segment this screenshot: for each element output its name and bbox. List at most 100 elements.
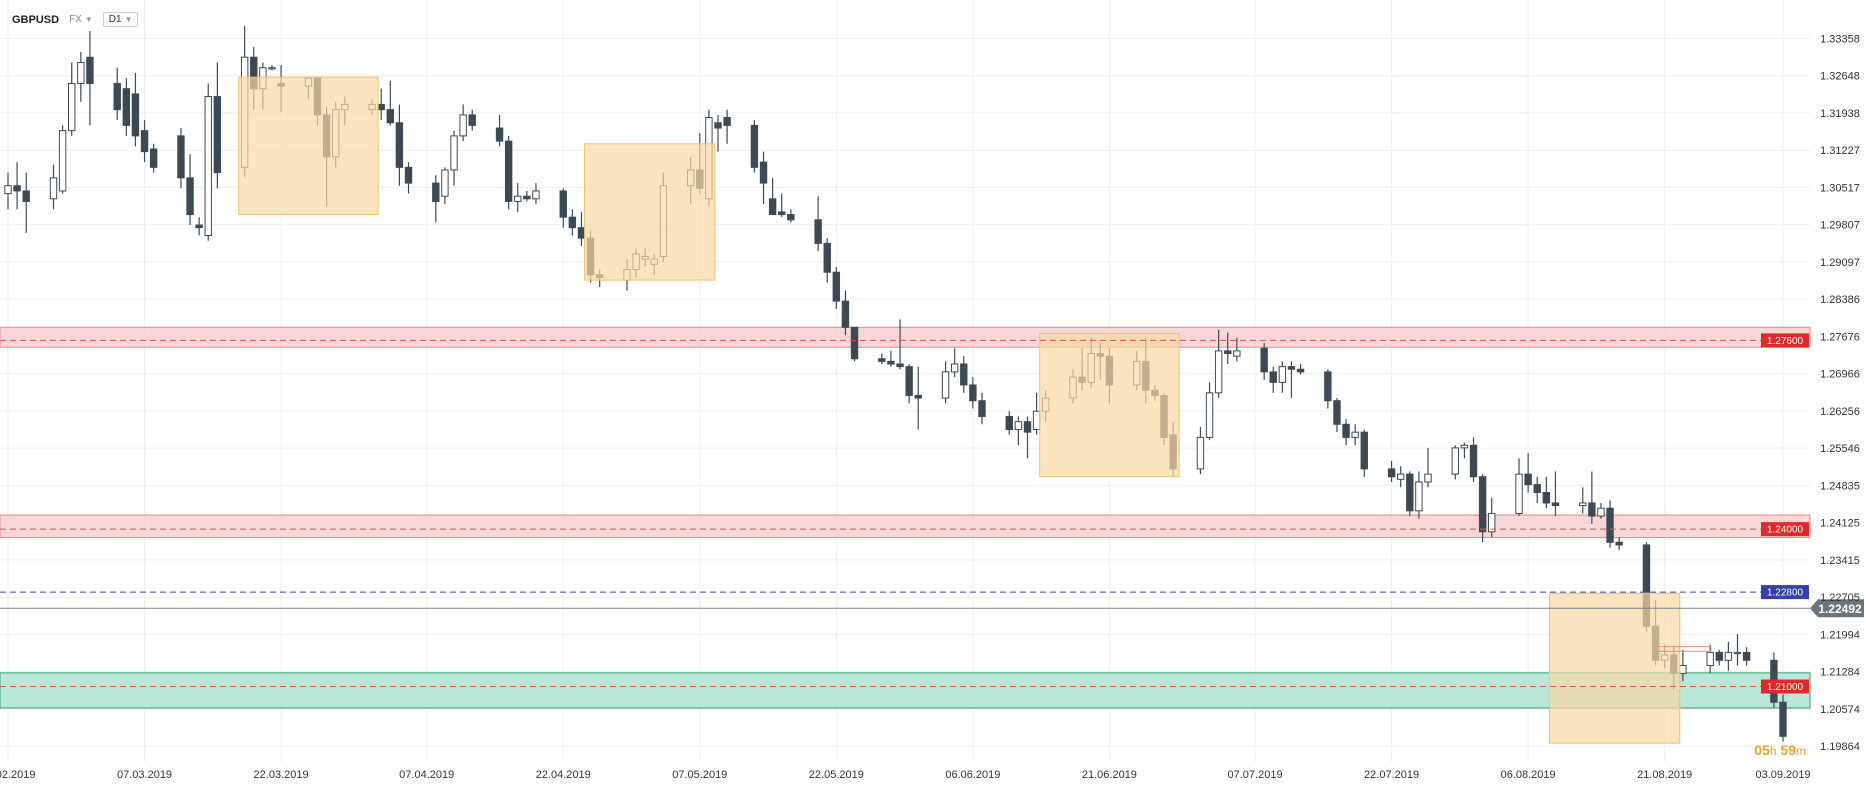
candle <box>714 114 722 152</box>
candle-body <box>1360 431 1368 470</box>
candle-body <box>1606 507 1614 543</box>
candle-body <box>1579 502 1587 507</box>
candle <box>140 120 149 163</box>
market-selector[interactable]: FX ▼ <box>69 14 93 25</box>
candle-body <box>1278 366 1287 383</box>
candle <box>1597 502 1605 519</box>
candle <box>1406 471 1414 517</box>
candle-body <box>4 185 12 195</box>
candle <box>787 209 795 223</box>
candle-body <box>140 130 149 153</box>
candle <box>13 162 21 210</box>
candle-body <box>1533 484 1541 493</box>
candle <box>1342 419 1350 446</box>
candle <box>778 193 786 218</box>
candle <box>1014 416 1023 446</box>
candle <box>1296 363 1305 375</box>
x-tick-label: 22.03.2019 <box>254 769 309 781</box>
candle-body <box>131 93 140 137</box>
candle-body <box>523 195 531 200</box>
candle <box>896 319 904 370</box>
timeframe-label: D1 <box>108 14 122 25</box>
candle <box>1779 694 1787 742</box>
y-tick-label: 1.27676 <box>1820 331 1860 343</box>
candle <box>841 290 850 336</box>
candle-body <box>1542 491 1551 504</box>
candle-body <box>1488 512 1496 533</box>
candle-body <box>13 185 21 192</box>
candle <box>1706 644 1714 674</box>
y-tick-label: 1.26256 <box>1820 406 1860 418</box>
candle-body <box>577 227 586 239</box>
x-tick-label: 20.02.2019 <box>0 769 36 781</box>
candle <box>1524 453 1532 493</box>
candle <box>532 183 540 205</box>
candle <box>1205 382 1214 441</box>
candle-body <box>1023 421 1032 433</box>
candle <box>186 154 194 226</box>
candle-body <box>459 114 467 137</box>
candle-body <box>1524 473 1532 486</box>
candle <box>1023 416 1032 459</box>
candle <box>131 72 140 147</box>
candle <box>1387 461 1396 482</box>
candle-body <box>787 214 795 221</box>
candle <box>814 196 822 252</box>
candle-body <box>49 177 58 200</box>
candle-body <box>1014 421 1023 431</box>
candle-body <box>1224 350 1232 355</box>
level-tag-label: 1.22800 <box>1767 588 1804 599</box>
candle <box>950 348 959 378</box>
candle <box>832 266 841 309</box>
x-tick-label: 22.05.2019 <box>809 769 864 781</box>
symbol-label[interactable]: GBPUSD <box>12 13 60 26</box>
level-tag <box>1761 585 1809 600</box>
candle <box>1287 361 1296 399</box>
candle <box>1032 392 1041 435</box>
candle-body <box>759 161 768 184</box>
candle-body <box>887 360 895 365</box>
candle-body <box>1342 423 1350 438</box>
candle <box>969 377 977 409</box>
candle-body <box>1597 507 1605 517</box>
candle-body <box>213 96 222 174</box>
y-tick-label: 1.26966 <box>1820 369 1860 381</box>
x-tick-label: 22.04.2019 <box>536 769 591 781</box>
candle <box>1733 634 1742 666</box>
candle <box>1233 337 1241 362</box>
candle-body <box>432 182 440 202</box>
candle-body <box>1351 431 1359 438</box>
candle-body <box>978 400 986 417</box>
candle <box>1360 429 1368 477</box>
candle-body <box>204 96 212 237</box>
candle-body <box>377 103 385 111</box>
candle <box>1324 369 1332 409</box>
candle <box>1351 424 1359 446</box>
candle-body <box>177 135 185 179</box>
candle-body <box>86 56 94 84</box>
candle <box>750 120 759 173</box>
candle <box>1551 471 1560 517</box>
countdown-minutes-unit: m <box>1796 744 1806 758</box>
candle-body <box>850 326 859 360</box>
x-tick-label: 07.07.2019 <box>1228 769 1283 781</box>
candle <box>1460 442 1469 459</box>
candle-body <box>1396 473 1405 480</box>
candle-body <box>122 88 131 126</box>
candle-body <box>950 363 959 373</box>
level-tag-label: 1.27600 <box>1767 336 1804 347</box>
candle-body <box>1742 651 1751 661</box>
candle-body <box>113 82 121 111</box>
current-price-label: 1.22492 <box>1818 602 1862 616</box>
x-tick-label: 07.05.2019 <box>672 769 727 781</box>
candle <box>887 350 895 367</box>
candle <box>495 114 504 147</box>
candle-body <box>941 371 950 399</box>
timeframe-selector[interactable]: D1 ▼ <box>102 12 139 27</box>
candle <box>1542 476 1551 509</box>
candle-countdown: 05h 59m <box>1754 742 1806 758</box>
candle <box>86 31 94 126</box>
level-tag-label: 1.21000 <box>1767 682 1804 693</box>
candle <box>149 143 158 173</box>
